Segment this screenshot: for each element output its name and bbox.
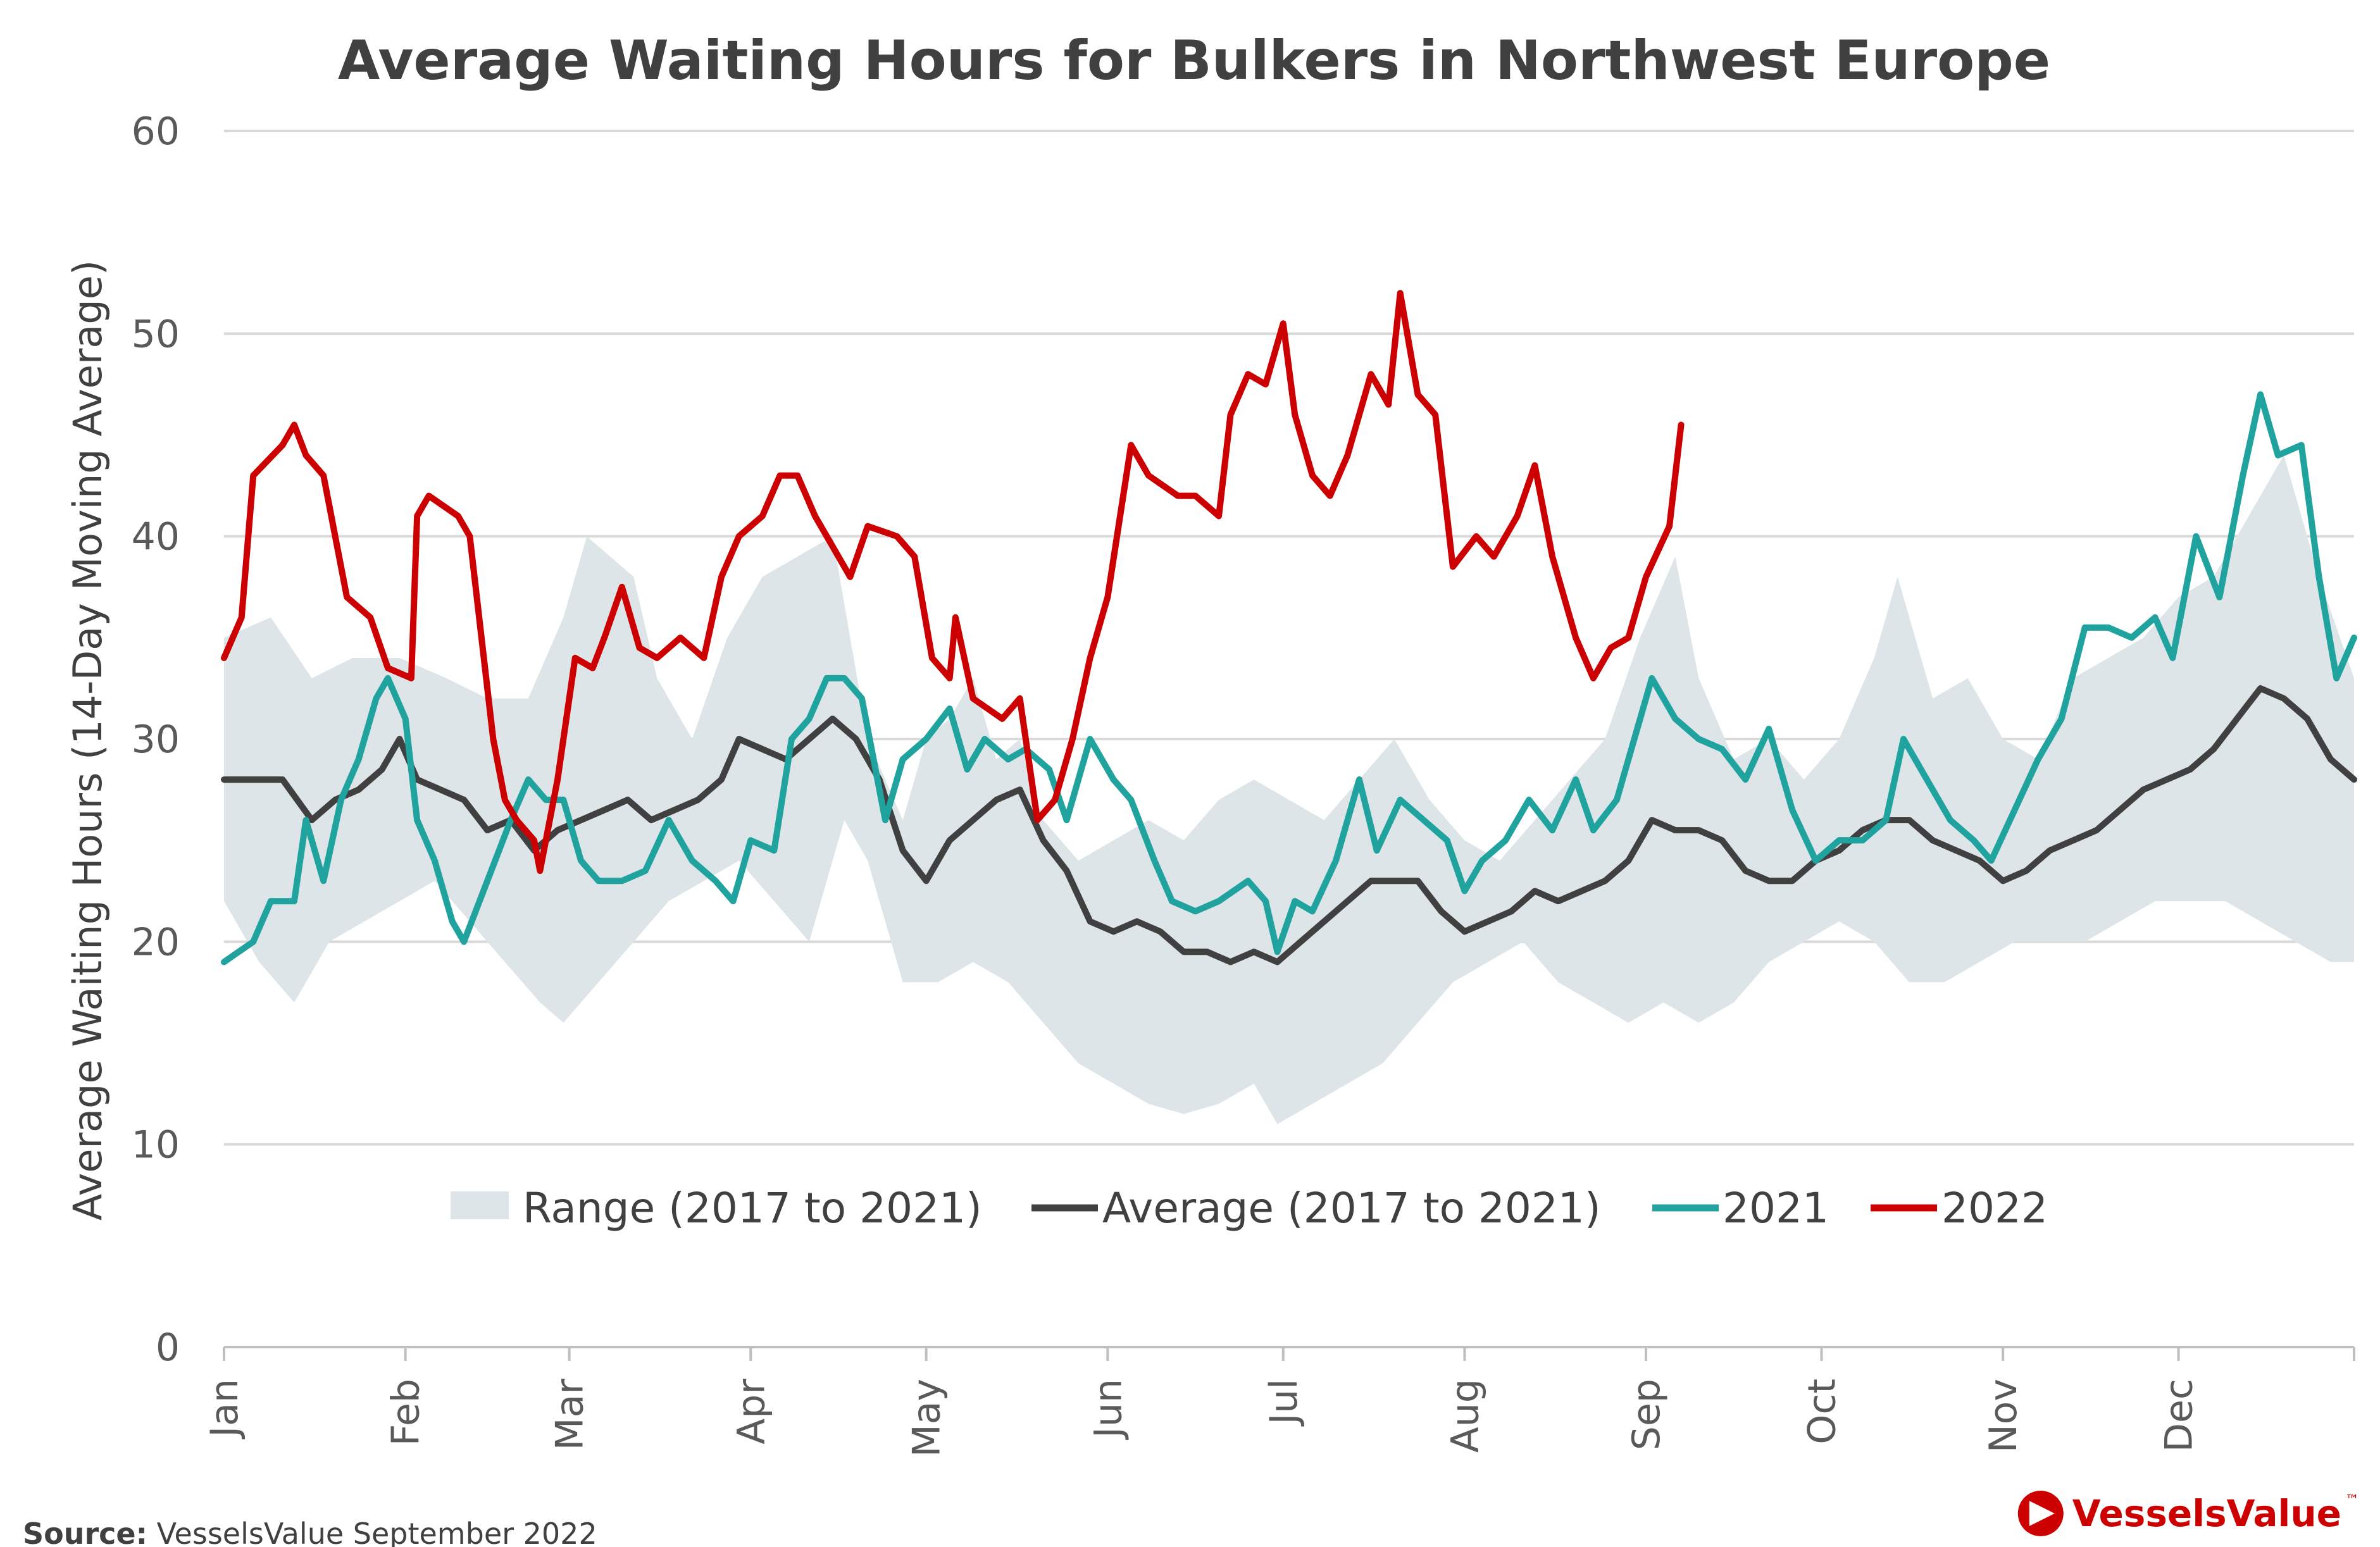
y-tick-label: 40 (132, 515, 180, 559)
source-text: VesselsValue September 2022 (147, 1517, 597, 1547)
series-line (221, 290, 1685, 874)
x-tick-label: Feb (384, 1379, 428, 1446)
legend-label-range: Range (2017 to 2021) (523, 1184, 982, 1233)
series-2021 (221, 391, 2357, 966)
vesselsvalue-logo: VesselsValue ™ (2017, 1491, 2359, 1536)
legend-swatch-range (451, 1191, 509, 1219)
source-label: Source: (23, 1517, 147, 1547)
x-tick-label: Mar (548, 1379, 592, 1451)
x-tick-label: Dec (2157, 1379, 2202, 1452)
x-tick-label: Apr (729, 1379, 773, 1444)
y-axis-label: Average Waiting Hours (14-Day Moving Ave… (65, 260, 111, 1221)
legend-label-2022: 2022 (1941, 1184, 2048, 1233)
x-tick-label: Jan (202, 1379, 247, 1440)
series-line (221, 685, 2357, 966)
x-tick-label: May (905, 1379, 949, 1457)
logo-text: VesselsValue (2072, 1492, 2341, 1535)
x-tick-label: Nov (1981, 1379, 2026, 1453)
y-tick-label: 0 (156, 1326, 180, 1370)
y-tick-label: 50 (132, 312, 180, 356)
x-tick-label: Sep (1624, 1379, 1669, 1450)
source-note: Source: VesselsValue September 2022 (23, 1517, 597, 1547)
x-tick-label: Jun (1086, 1379, 1130, 1441)
y-axis-ticks: 0 10 20 30 40 50 60 (132, 109, 180, 1370)
chart-title: Average Waiting Hours for Bulkers in Nor… (338, 29, 2050, 92)
x-tick-label: Aug (1443, 1379, 1487, 1453)
y-tick-label: 20 (132, 920, 180, 964)
y-tick-label: 10 (132, 1123, 180, 1167)
legend-label-2021: 2021 (1723, 1184, 1829, 1233)
y-tick-label: 60 (132, 109, 180, 154)
plot-area (221, 290, 2357, 1124)
logo-triangle-icon (2029, 1501, 2055, 1526)
y-tick-label: 30 (132, 718, 180, 762)
legend-label-average: Average (2017 to 2021) (1102, 1184, 1601, 1233)
series-2022 (221, 290, 1685, 874)
series-average-2017-to-2021- (221, 685, 2357, 966)
range-band (224, 455, 2354, 1124)
x-tick-label: Jul (1262, 1379, 1306, 1427)
legend: Range (2017 to 2021) Average (2017 to 20… (451, 1184, 2048, 1233)
x-tick-label: Oct (1800, 1379, 1845, 1444)
x-axis-ticks: Jan Feb Mar Apr May Jun Jul Aug Sep Oct Nov Dec (202, 1347, 2355, 1457)
logo-tm: ™ (2345, 1493, 2359, 1508)
